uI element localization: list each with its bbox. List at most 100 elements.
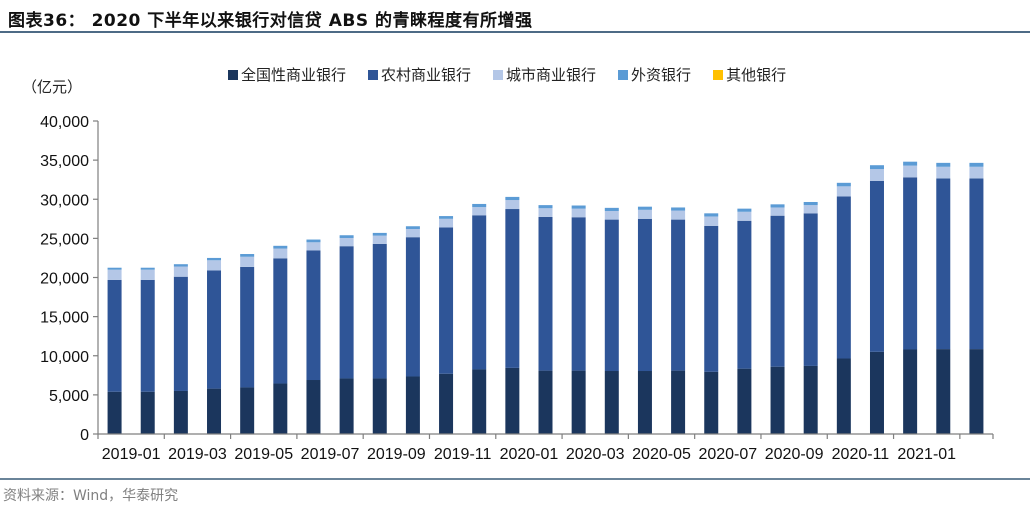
bar-segment bbox=[637, 209, 652, 219]
y-tick-label: 15,000 bbox=[40, 310, 89, 327]
bar-segment bbox=[538, 216, 553, 371]
y-axis-unit-label: （亿元） bbox=[22, 78, 83, 96]
legend-item-foreign-banks: 外资银行 bbox=[618, 64, 691, 85]
bar-segment bbox=[207, 260, 222, 271]
bar-segment bbox=[836, 358, 851, 434]
legend-label: 外资银行 bbox=[631, 66, 692, 84]
bar-segment bbox=[472, 215, 487, 370]
x-tick-label: 2019-05 bbox=[234, 446, 293, 463]
x-tick-label: 2020-11 bbox=[832, 446, 890, 463]
bar-segment bbox=[405, 226, 420, 229]
x-tick-label: 2019-07 bbox=[301, 446, 360, 463]
bar-segment bbox=[737, 220, 752, 369]
bar-segment bbox=[903, 177, 918, 350]
bar-segment bbox=[107, 267, 122, 270]
bar-series bbox=[107, 161, 984, 434]
bar-segment bbox=[173, 266, 188, 277]
bar-segment bbox=[604, 219, 619, 372]
chart-title: 图表36： 2020 下半年以来银行对信贷 ABS 的青睐程度有所增强 bbox=[8, 11, 533, 31]
bar-segment bbox=[704, 371, 719, 434]
bar-segment bbox=[439, 373, 454, 434]
bar-segment bbox=[869, 169, 884, 181]
bar-segment bbox=[571, 205, 586, 209]
bar-segment bbox=[140, 391, 155, 434]
x-tick-label: 2020-03 bbox=[566, 446, 625, 463]
legend-item-national-banks: 全国性商业银行 bbox=[228, 64, 346, 85]
bar-segment bbox=[273, 245, 288, 249]
bar-segment bbox=[604, 207, 619, 211]
legend-swatch-icon bbox=[368, 69, 379, 80]
bar-segment bbox=[936, 178, 951, 350]
bar-segment bbox=[936, 162, 951, 167]
bar-segment bbox=[306, 380, 321, 434]
bar-segment bbox=[770, 207, 785, 216]
bar-segment bbox=[306, 242, 321, 251]
bar-segment bbox=[339, 378, 354, 434]
bar-segment bbox=[836, 196, 851, 359]
bar-segment bbox=[372, 235, 387, 244]
bar-segment bbox=[240, 256, 255, 267]
bar-segment bbox=[737, 211, 752, 221]
bar-segment bbox=[836, 182, 851, 187]
bar-segment bbox=[372, 378, 387, 434]
y-tick-label: 35,000 bbox=[40, 153, 89, 170]
bar-segment bbox=[140, 279, 155, 392]
bar-segment bbox=[903, 161, 918, 166]
bar-segment bbox=[173, 276, 188, 391]
x-tick-label: 2020-05 bbox=[632, 446, 691, 463]
bar-segment bbox=[405, 237, 420, 377]
bar-segment bbox=[505, 196, 520, 201]
y-tick-label: 30,000 bbox=[40, 192, 89, 209]
bar-segment bbox=[140, 269, 155, 280]
bar-segment bbox=[671, 219, 686, 371]
bar-segment bbox=[770, 366, 785, 434]
bar-segment bbox=[869, 180, 884, 352]
bar-segment bbox=[803, 213, 818, 366]
bar-segment bbox=[671, 210, 686, 220]
y-tick-label: 0 bbox=[80, 427, 89, 444]
chart-legend: 全国性商业银行 农村商业银行 城市商业银行 外资银行 其他银行 bbox=[228, 64, 786, 85]
bar-segment bbox=[273, 258, 288, 384]
x-tick-label: 2020-01 bbox=[500, 446, 559, 463]
bar-segment bbox=[969, 178, 984, 350]
bar-segment bbox=[969, 162, 984, 167]
bar-segment bbox=[405, 228, 420, 238]
legend-label: 全国性商业银行 bbox=[241, 66, 347, 84]
legend-swatch-icon bbox=[493, 69, 504, 80]
title-divider bbox=[0, 31, 1030, 33]
x-tick-label: 2019-09 bbox=[367, 446, 426, 463]
x-axis: 2019-01 2019-03 2019-05 2019-07 2019-09 2019-… bbox=[97, 433, 994, 463]
y-tick-label: 20,000 bbox=[40, 271, 89, 288]
bar-segment bbox=[472, 369, 487, 434]
bar-segment bbox=[969, 166, 984, 179]
bar-segment bbox=[339, 246, 354, 379]
footer-divider bbox=[0, 478, 1030, 480]
bar-segment bbox=[704, 213, 719, 217]
bar-segment bbox=[969, 349, 984, 434]
bar-segment bbox=[604, 371, 619, 434]
bar-segment bbox=[604, 210, 619, 220]
x-tick-label: 2020-07 bbox=[698, 446, 757, 463]
bar-segment bbox=[936, 349, 951, 434]
bar-segment bbox=[637, 218, 652, 372]
bar-segment bbox=[737, 368, 752, 434]
bar-segment bbox=[737, 208, 752, 212]
bar-segment bbox=[637, 206, 652, 210]
bar-segment bbox=[704, 225, 719, 372]
bar-segment bbox=[306, 239, 321, 243]
x-tick-label: 2021-01 bbox=[897, 446, 956, 463]
bar-segment bbox=[472, 203, 487, 208]
legend-swatch-icon bbox=[228, 69, 238, 80]
bar-segment bbox=[405, 376, 420, 434]
bar-segment bbox=[671, 207, 686, 211]
y-tick-label: 40,000 bbox=[40, 114, 89, 131]
bar-segment bbox=[107, 279, 122, 392]
bar-segment bbox=[903, 349, 918, 434]
bar-segment bbox=[538, 370, 553, 434]
bar-segment bbox=[803, 205, 818, 214]
y-tick-label: 10,000 bbox=[40, 349, 89, 366]
bar-segment bbox=[770, 215, 785, 367]
x-tick-label: 2019-01 bbox=[102, 446, 161, 463]
bar-segment bbox=[803, 365, 818, 434]
bar-segment bbox=[704, 216, 719, 226]
